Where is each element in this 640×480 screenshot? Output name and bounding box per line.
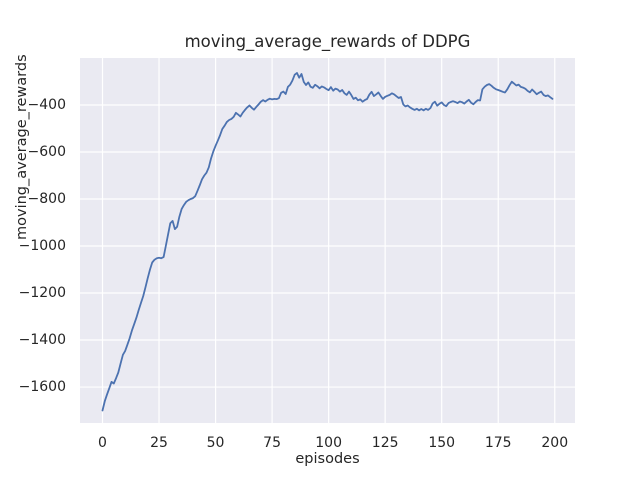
- y-tick-label: −600: [27, 144, 66, 160]
- y-tick-label: −1600: [18, 379, 66, 396]
- y-tick-label: −400: [27, 97, 66, 113]
- axes-background: [80, 58, 575, 423]
- x-tick-label: 0: [98, 435, 107, 451]
- x-tick-label: 175: [484, 435, 512, 451]
- x-tick-label: 25: [150, 435, 168, 451]
- y-tick-label: −1400: [18, 332, 66, 349]
- x-tick-label: 125: [371, 435, 399, 451]
- x-tick-label: 150: [428, 435, 456, 451]
- y-tick-label: −1000: [18, 238, 66, 255]
- x-tick-label: 200: [541, 435, 569, 451]
- y-tick-label: −1200: [18, 285, 66, 302]
- x-tick-label: 50: [206, 435, 225, 451]
- x-axis-label: episodes: [295, 451, 360, 467]
- x-tick-label: 75: [263, 435, 281, 451]
- chart-title: moving_average_rewards of DDPG: [184, 32, 471, 51]
- y-tick-label: −800: [27, 191, 66, 208]
- x-tick-label: 100: [315, 435, 342, 451]
- reward-curve: [101, 72, 554, 412]
